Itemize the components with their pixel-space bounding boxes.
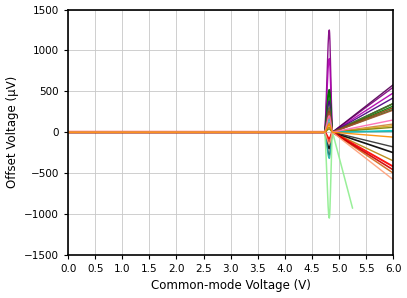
X-axis label: Common-mode Voltage (V): Common-mode Voltage (V) [151, 280, 311, 292]
Y-axis label: Offset Voltage (μV): Offset Voltage (μV) [6, 76, 19, 188]
